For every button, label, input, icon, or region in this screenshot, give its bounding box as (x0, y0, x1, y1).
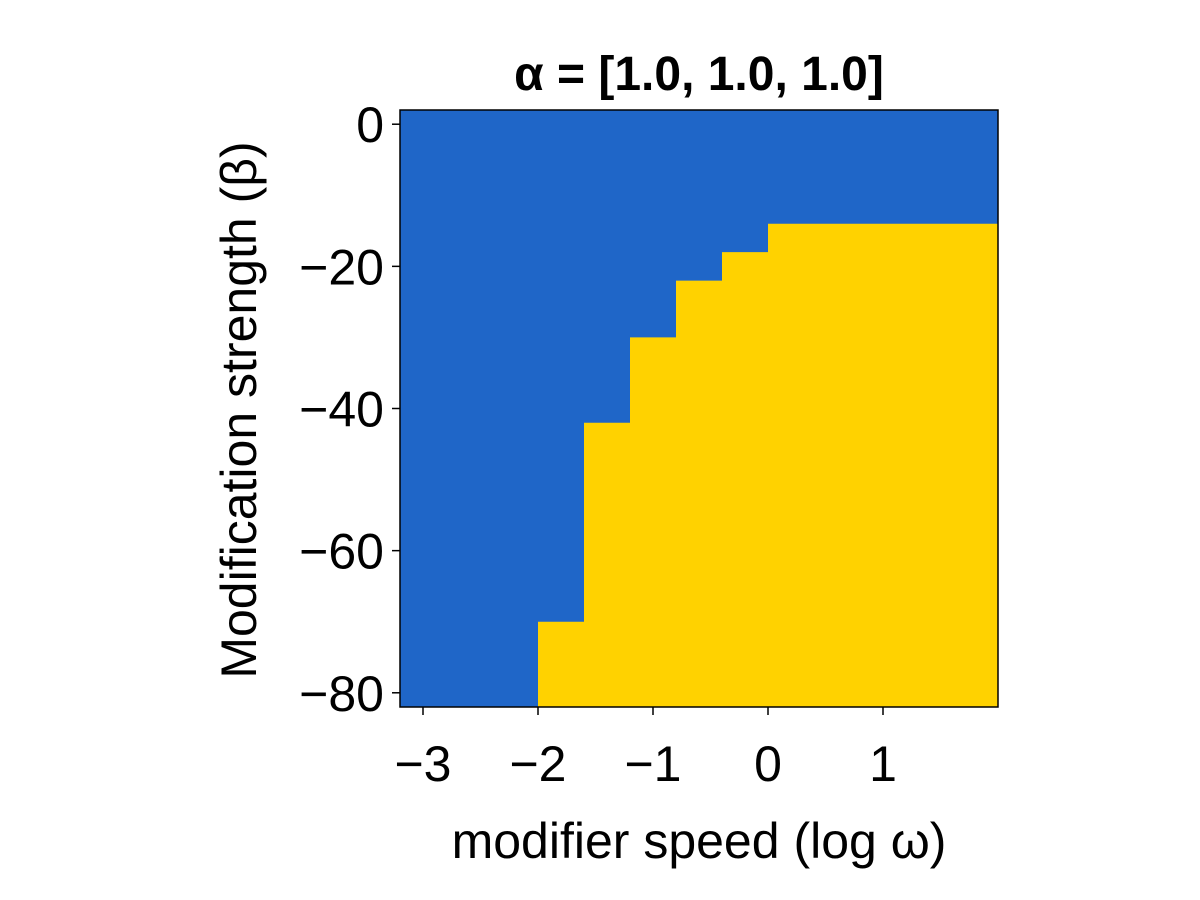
x-tick-label: −2 (509, 736, 566, 792)
chart-title: α = [1.0, 1.0, 1.0] (514, 48, 884, 101)
x-tick-label: 1 (869, 736, 897, 792)
x-axis-ticks: −3 −2 −1 0 1 (394, 707, 897, 792)
x-tick-label: −3 (394, 736, 451, 792)
y-tick-label: −60 (299, 524, 384, 580)
x-tick-label: 0 (754, 736, 782, 792)
x-tick-label: −1 (624, 736, 681, 792)
y-tick-label: −40 (299, 382, 384, 438)
heatmap-region-b (538, 223, 998, 707)
y-tick-label: −20 (299, 239, 384, 295)
y-axis-label: Modification strength (β) (211, 141, 267, 678)
y-axis-ticks: 0 −20 −40 −60 −80 (299, 97, 400, 722)
y-tick-label: 0 (356, 97, 384, 153)
x-axis-label: modifier speed (log ω) (452, 813, 947, 869)
y-tick-label: −80 (299, 666, 384, 722)
